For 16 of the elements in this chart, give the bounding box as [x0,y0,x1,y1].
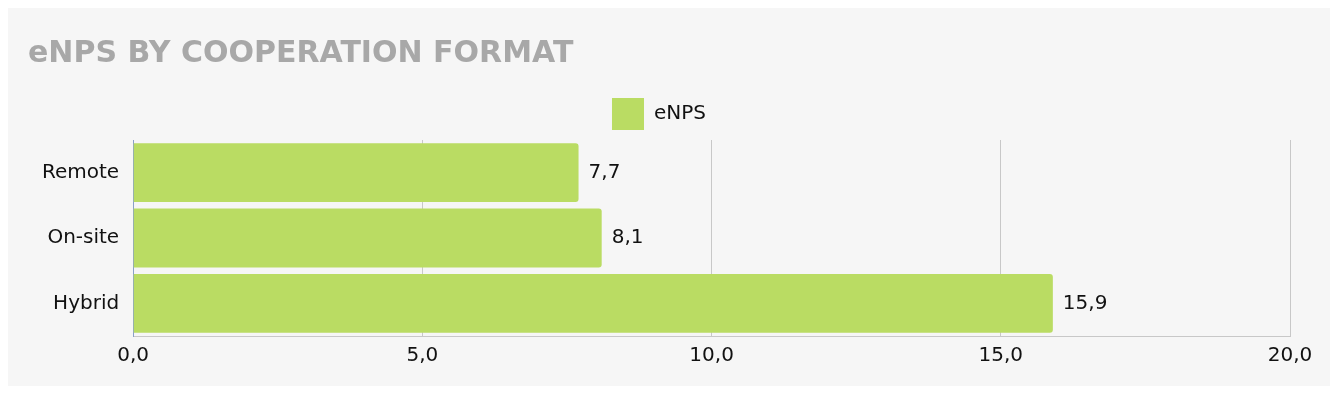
x-tick-label: 10,0 [689,342,734,367]
data-label: 15,9 [1062,289,1108,314]
y-tick-label: Hybrid [53,289,120,314]
y-tick-label: On-site [47,224,120,249]
x-tick-label: 15,0 [978,342,1024,367]
bar [133,273,1053,333]
x-tick-label: 20,0 [1267,342,1313,367]
bar [133,143,579,203]
y-tick-label: Remote [42,158,120,183]
chart-title: eNPS BY COOPERATION FORMAT [28,33,574,69]
data-label: 7,7 [588,158,621,183]
data-label: 8,1 [611,224,644,249]
x-tick-label: 5,0 [406,342,439,367]
legend-label: eNPS [653,100,707,125]
x-tick-label: 0,0 [117,342,150,367]
bar [133,208,602,268]
